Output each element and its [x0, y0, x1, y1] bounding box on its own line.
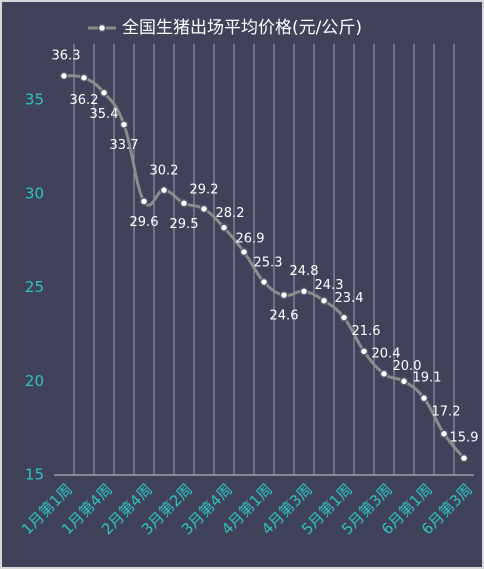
data-point: [99, 88, 109, 97]
data-label: 35.4: [90, 107, 119, 122]
y-tick-label: 20: [25, 372, 44, 390]
data-point: [159, 185, 169, 195]
data-point: [379, 369, 389, 379]
data-point: [239, 247, 249, 257]
data-point: [439, 429, 449, 439]
data-label: 28.2: [216, 206, 245, 221]
data-point: [339, 313, 349, 322]
data-point: [259, 277, 269, 287]
data-point: [59, 71, 69, 81]
data-point: [199, 204, 209, 214]
data-label: 20.4: [372, 346, 401, 361]
data-point: [399, 377, 409, 386]
data-point: [459, 453, 469, 463]
data-label: 20.0: [393, 359, 422, 374]
data-point: [139, 197, 149, 206]
data-label: 26.9: [236, 232, 265, 247]
data-label: 29.2: [190, 182, 219, 197]
data-point: [179, 199, 189, 208]
y-tick-label: 25: [25, 278, 44, 296]
data-point: [219, 223, 229, 232]
data-point: [319, 296, 329, 305]
data-point: [279, 290, 289, 300]
data-label: 36.2: [70, 93, 99, 108]
data-label: 29.6: [130, 215, 159, 230]
data-point: [119, 120, 129, 129]
data-label: 36.3: [52, 48, 81, 63]
data-point: [359, 347, 369, 356]
legend-marker: [97, 23, 107, 33]
data-label: 29.5: [170, 217, 199, 232]
data-label: 17.2: [432, 404, 461, 419]
data-label: 24.8: [290, 264, 319, 279]
data-point: [419, 393, 429, 403]
data-label: 25.3: [254, 255, 283, 270]
data-label: 15.9: [450, 431, 479, 446]
data-label: 24.6: [270, 309, 299, 324]
data-label: 30.2: [150, 164, 179, 179]
y-tick-label: 15: [25, 466, 44, 484]
data-point: [79, 73, 89, 82]
data-label: 33.7: [110, 138, 139, 153]
legend-label: 全国生猪出场平均价格(元/公斤): [122, 18, 362, 38]
y-tick-label: 30: [25, 184, 44, 202]
data-label: 21.6: [352, 324, 381, 339]
data-label: 23.4: [335, 291, 364, 306]
y-tick-label: 35: [25, 91, 44, 109]
data-point: [299, 287, 309, 296]
data-label: 24.3: [315, 278, 344, 293]
data-label: 19.1: [413, 371, 442, 386]
